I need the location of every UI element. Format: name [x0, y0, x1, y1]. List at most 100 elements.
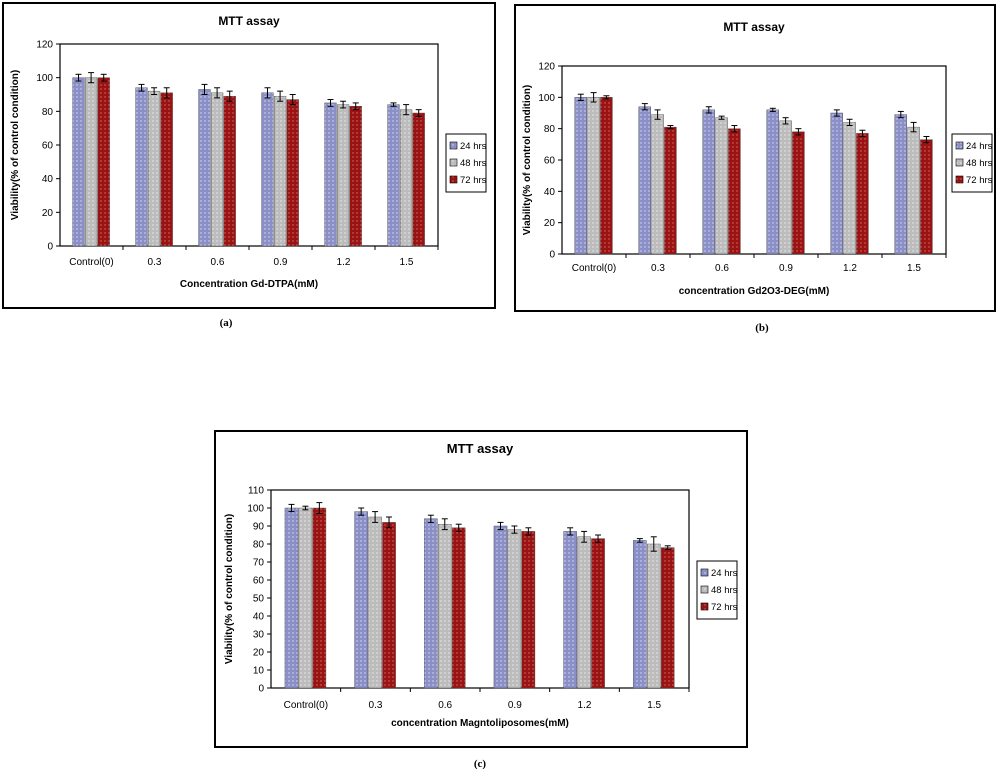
bar-48-hrs-5 [400, 109, 413, 247]
y-tick-label: 80 [42, 107, 54, 118]
y-tick-label: 120 [36, 40, 53, 51]
legend-swatch [955, 141, 964, 150]
bar-24-hrs-5 [387, 104, 400, 247]
legend-label: 24 hrs [711, 568, 738, 579]
legend-swatch [700, 568, 709, 577]
bar-48-hrs-5 [907, 126, 920, 255]
bar-48-hrs-3 [779, 120, 792, 255]
y-tick-label: 110 [248, 486, 264, 497]
x-axis-label: concentration Magntoliposomes(mM) [391, 718, 569, 729]
bar-24-hrs-3 [493, 525, 508, 689]
bar-72-hrs-3 [286, 99, 299, 247]
bar-72-hrs-5 [660, 547, 675, 689]
y-tick-label: 0 [258, 684, 264, 695]
legend: 24 hrs 48 hrs 72 hrs [696, 560, 738, 620]
bar-72-hrs-1 [664, 126, 677, 255]
bar-24-hrs-1 [354, 511, 368, 689]
x-tick-label: 0.3 [369, 700, 383, 711]
bar-48-hrs-1 [368, 516, 382, 689]
bar-chart-c: MTT assay 0 10 20 30 40 50 60 70 80 90 100 110 Viabil… [224, 441, 738, 729]
bar-72-hrs-5 [412, 112, 425, 247]
bar-chart-b: MTT assay 0 20 40 60 80 100 120 Viability(% of c… [522, 20, 993, 297]
y-tick-label: 80 [544, 124, 556, 135]
x-tick-label: 0.6 [211, 257, 225, 268]
x-tick-label: 0.9 [779, 263, 793, 274]
legend-swatch [700, 585, 709, 594]
bar-48-hrs-5 [647, 543, 661, 689]
bar-72-hrs-0 [97, 77, 110, 247]
legend-swatch [449, 141, 458, 150]
bar-48-hrs-2 [437, 523, 452, 689]
bar-72-hrs-5 [920, 139, 933, 255]
legend-label: 48 hrs [966, 158, 993, 169]
bar-72-hrs-1 [160, 92, 173, 247]
y-tick-label: 10 [253, 666, 265, 677]
legend-label: 48 hrs [460, 158, 487, 169]
x-tick-label: 0.6 [438, 700, 452, 711]
chart-caption-c: (c) [473, 758, 487, 770]
x-tick-label: 1.2 [337, 257, 351, 268]
chart-panel-c: MTT assay 0 10 20 30 40 50 60 70 80 90 100 110 Viabil… [214, 430, 748, 748]
y-tick-label: 100 [247, 504, 264, 515]
x-tick-label: 0.6 [715, 263, 729, 274]
bar-72-hrs-4 [856, 133, 869, 255]
bar-24-hrs-5 [894, 114, 907, 255]
bar-48-hrs-3 [507, 529, 522, 689]
y-tick-label: 80 [253, 540, 265, 551]
bar-chart-a: MTT assay 0 20 40 60 80 100 120 Viability(% of c… [10, 14, 487, 290]
y-tick-label: 0 [47, 242, 53, 253]
bar-24-hrs-4 [830, 112, 843, 255]
legend-swatch [449, 175, 458, 184]
chart-title: MTT assay [447, 441, 514, 456]
bar-24-hrs-3 [766, 109, 780, 255]
x-tick-label: 1.5 [647, 700, 661, 711]
y-tick-label: 20 [253, 648, 265, 659]
x-tick-label: 0.9 [508, 700, 522, 711]
bar-48-hrs-4 [843, 122, 856, 255]
legend-label: 72 hrs [966, 175, 993, 186]
x-tick-label: 1.2 [578, 700, 592, 711]
legend-swatch [700, 602, 709, 611]
y-tick-label: 50 [253, 594, 265, 605]
y-tick-label: 100 [538, 93, 555, 104]
bar-24-hrs-0 [284, 507, 299, 689]
legend-label: 72 hrs [460, 175, 487, 186]
y-tick-label: 60 [253, 576, 265, 587]
x-tick-label: Control(0) [572, 263, 616, 274]
bar-48-hrs-4 [337, 104, 350, 247]
y-tick-label: 60 [42, 141, 54, 152]
bar-24-hrs-2 [198, 89, 211, 247]
chart-title: MTT assay [723, 20, 785, 34]
bar-48-hrs-3 [274, 95, 287, 247]
legend-label: 24 hrs [460, 141, 487, 152]
y-tick-label: 20 [544, 218, 556, 229]
plot-area [561, 65, 947, 255]
bar-24-hrs-2 [702, 109, 716, 255]
x-tick-label: 0.3 [651, 263, 665, 274]
bar-72-hrs-2 [451, 527, 466, 689]
legend: 24 hrs 48 hrs 72 hrs [445, 133, 487, 193]
bar-24-hrs-1 [135, 87, 148, 247]
bar-48-hrs-0 [84, 77, 98, 247]
bar-48-hrs-0 [298, 507, 313, 689]
y-tick-label: 60 [544, 156, 556, 167]
legend-label: 48 hrs [711, 585, 738, 596]
legend-label: 72 hrs [711, 602, 738, 613]
y-tick-label: 0 [549, 250, 555, 261]
chart-title: MTT assay [218, 14, 280, 28]
legend-swatch [449, 158, 458, 167]
y-tick-label: 30 [253, 630, 265, 641]
bar-48-hrs-1 [147, 90, 161, 247]
y-tick-label: 40 [42, 174, 54, 185]
x-tick-label: 1.2 [843, 263, 857, 274]
bar-72-hrs-2 [223, 95, 236, 247]
y-tick-label: 40 [253, 612, 265, 623]
x-tick-label: 1.5 [400, 257, 414, 268]
legend: 24 hrs 48 hrs 72 hrs [951, 133, 993, 193]
x-axis-label: Concentration Gd-DTPA(mM) [180, 279, 318, 290]
bar-72-hrs-2 [728, 128, 741, 255]
bar-24-hrs-0 [72, 77, 85, 247]
y-axis-label: Viability(% of control condition) [10, 70, 21, 220]
bar-72-hrs-1 [382, 522, 396, 689]
x-tick-label: 0.3 [148, 257, 162, 268]
